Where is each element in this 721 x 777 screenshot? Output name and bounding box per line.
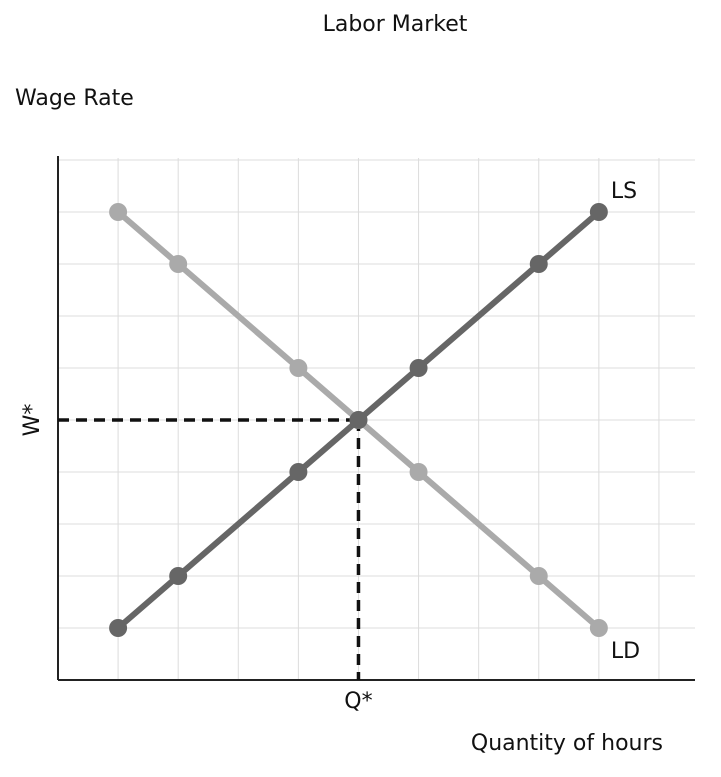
data-point — [289, 463, 308, 481]
data-point — [289, 359, 308, 377]
data-point — [409, 359, 428, 377]
series-label: LD — [611, 639, 640, 664]
data-point — [589, 619, 608, 637]
equilibrium-quantity-label: Q* — [344, 689, 372, 714]
data-point — [109, 203, 128, 221]
data-point — [109, 619, 128, 637]
equilibrium-wage-label: W* — [20, 404, 45, 437]
chart-title: Labor Market — [323, 12, 468, 37]
y-axis-label: Wage Rate — [15, 86, 134, 111]
x-axis-label: Quantity of hours — [471, 731, 663, 756]
series-label: LS — [611, 179, 637, 204]
data-point — [349, 411, 368, 429]
data-point — [529, 255, 548, 273]
data-point — [529, 567, 548, 585]
data-point — [169, 255, 188, 273]
data-point — [169, 567, 188, 585]
data-point — [409, 463, 428, 481]
data-point — [589, 203, 608, 221]
